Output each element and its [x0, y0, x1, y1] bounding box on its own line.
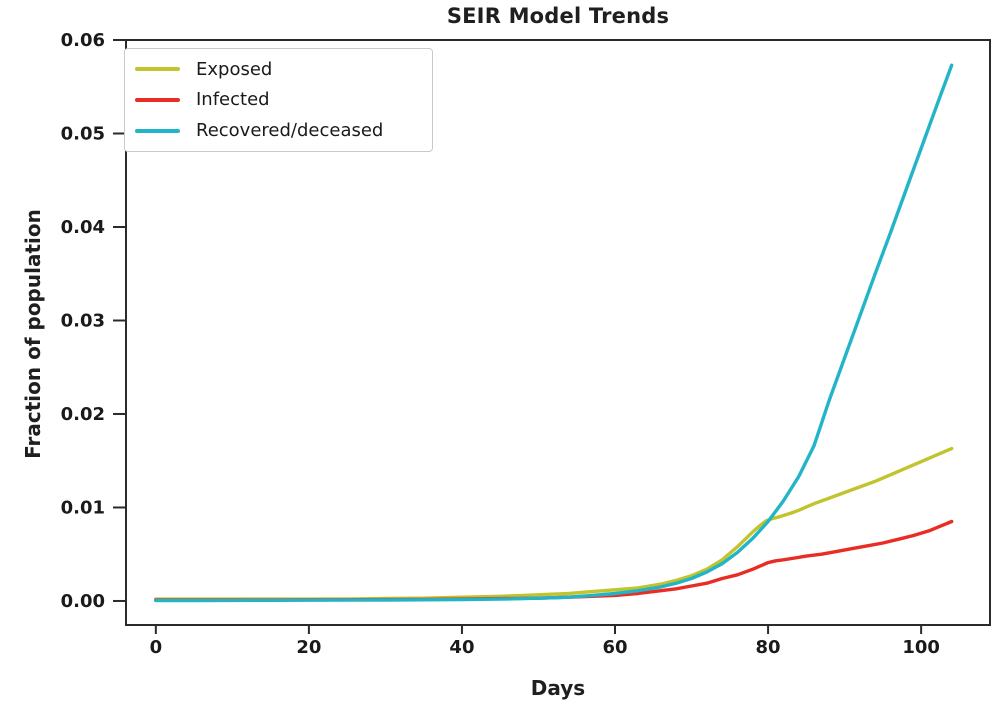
x-tick-label: 20 — [296, 637, 321, 658]
legend-item-exposed: Exposed — [125, 59, 432, 80]
x-tick-label: 80 — [756, 637, 781, 658]
y-tick-label: 0.05 — [61, 123, 105, 144]
legend-line-exposed-icon — [135, 67, 180, 72]
axes-spines — [125, 39, 991, 626]
y-tick-label: 0.04 — [61, 217, 105, 238]
legend: Exposed Infected Recovered/deceased — [124, 48, 433, 152]
chart-title: SEIR Model Trends — [446, 4, 670, 28]
legend-line-infected-icon — [135, 97, 180, 102]
series-line-infected — [154, 519, 954, 602]
y-tick-label: 0.01 — [61, 497, 105, 518]
y-tick-label: 0.00 — [61, 591, 105, 612]
x-tick-label: 40 — [449, 637, 474, 658]
legend-label-exposed: Exposed — [196, 58, 273, 80]
x-axis-label: Days — [530, 676, 586, 700]
x-tick-label: 0 — [150, 637, 163, 658]
x-tick-label: 60 — [602, 637, 627, 658]
series-line-exposed — [154, 446, 954, 601]
legend-item-infected: Infected — [125, 89, 432, 110]
y-tick-label: 0.03 — [61, 310, 105, 331]
legend-item-recovered: Recovered/deceased — [125, 120, 432, 141]
legend-label-infected: Infected — [196, 89, 270, 111]
legend-line-recovered-icon — [135, 128, 180, 133]
x-tick-label: 100 — [902, 637, 940, 658]
y-tick-label: 0.02 — [61, 404, 105, 425]
legend-label-recovered: Recovered/deceased — [196, 120, 384, 142]
y-tick-label: 0.06 — [61, 30, 105, 51]
series-line-recovered-deceased — [154, 63, 954, 603]
